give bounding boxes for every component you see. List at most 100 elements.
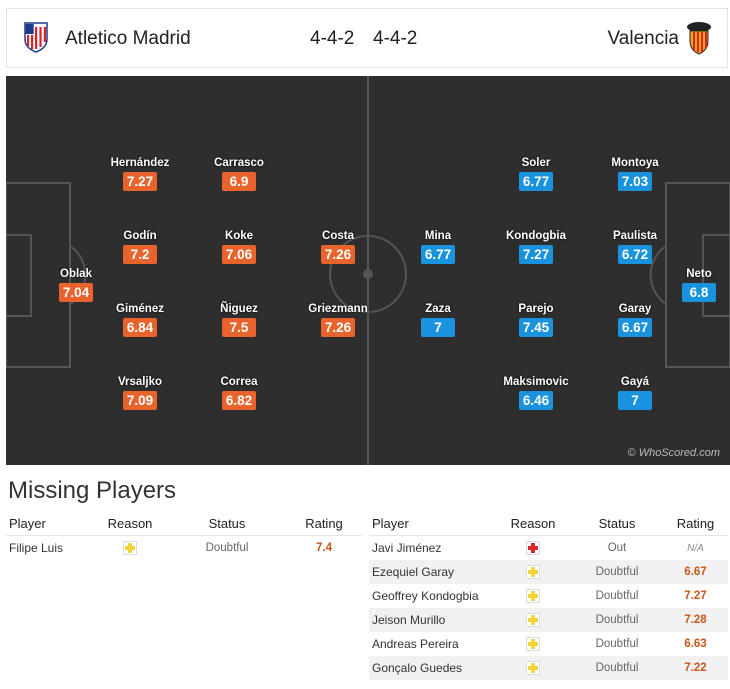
valencia-crest-icon[interactable]	[685, 21, 713, 55]
player-name[interactable]: Kondogbia	[505, 230, 567, 242]
whoscored-credit: © WhoScored.com	[627, 447, 720, 459]
missing-player-name[interactable]: Ezequiel Garay	[372, 565, 455, 579]
player-name[interactable]: Garay	[618, 303, 652, 315]
player-name[interactable]: Maksimovic	[503, 376, 569, 388]
status-header[interactable]: Status	[598, 515, 636, 531]
player-rating: 6.77	[519, 172, 553, 191]
injury-icon[interactable]	[526, 541, 540, 556]
missing-player-name[interactable]: Filipe Luis	[9, 541, 64, 555]
reason-cell	[92, 536, 168, 561]
player-marker[interactable]: Carrasco 6.9	[203, 157, 275, 191]
doubtful-icon[interactable]	[123, 541, 137, 556]
reason-cell	[495, 656, 571, 680]
away-team-name[interactable]: Valencia	[607, 28, 679, 49]
missing-player-name[interactable]: Gonçalo Guedes	[372, 661, 463, 675]
player-rating: 7.45	[519, 318, 553, 337]
player-marker[interactable]: Montoya 7.03	[599, 157, 671, 191]
player-rating: 7.2	[123, 245, 157, 264]
player-rating: 7.26	[321, 245, 355, 264]
player-rating: 6.84	[123, 318, 157, 337]
player-marker[interactable]: Griezmann 7.26	[302, 303, 374, 337]
home-team-name[interactable]: Atletico Madrid	[65, 28, 191, 49]
missing-player-row: Javi Jiménez Out N/A	[369, 536, 728, 561]
player-marker[interactable]: Koke 7.06	[203, 230, 275, 264]
player-rating: 7	[618, 391, 652, 410]
reason-cell	[495, 608, 571, 632]
player-name[interactable]: Griezmann	[308, 303, 368, 315]
player-name[interactable]: Carrasco	[214, 157, 264, 169]
away-formation: 4-4-2	[373, 28, 418, 49]
rating-header[interactable]: Rating	[305, 515, 343, 531]
doubtful-icon[interactable]	[526, 613, 540, 628]
missing-player-name[interactable]: Andreas Pereira	[372, 637, 459, 651]
doubtful-icon[interactable]	[526, 637, 540, 652]
player-name[interactable]: Oblak	[60, 268, 92, 280]
rating-header[interactable]: Rating	[676, 515, 715, 531]
player-name[interactable]: Soler	[521, 157, 551, 169]
player-rating: 7.06	[222, 245, 256, 264]
player-name[interactable]: Montoya	[611, 157, 659, 169]
player-rating: 6.77	[421, 245, 455, 264]
missing-player-name[interactable]: Jeison Murillo	[372, 613, 446, 627]
pitch-markings	[6, 76, 730, 465]
player-name[interactable]: Koke	[224, 230, 254, 242]
player-name[interactable]: Gayá	[620, 376, 650, 388]
player-marker[interactable]: Oblak 7.04	[40, 268, 112, 302]
player-name[interactable]: Giménez	[116, 303, 164, 315]
status-cell: Doubtful	[595, 638, 639, 650]
player-marker[interactable]: Giménez 6.84	[104, 303, 176, 337]
player-marker[interactable]: Kondogbia 7.27	[500, 230, 572, 264]
rating-cell: 6.63	[684, 638, 707, 650]
player-marker[interactable]: Mina 6.77	[402, 230, 474, 264]
status-cell: Doubtful	[595, 590, 639, 602]
player-rating: 6.8	[682, 283, 716, 302]
reason-cell	[495, 536, 571, 561]
player-marker[interactable]: Ñiguez 7.5	[203, 303, 275, 337]
player-name[interactable]: Correa	[220, 376, 258, 388]
missing-player-row: Jeison Murillo Doubtful 7.28	[369, 608, 728, 632]
player-marker[interactable]: Garay 6.67	[599, 303, 671, 337]
player-rating: 7.5	[222, 318, 256, 337]
doubtful-icon[interactable]	[526, 661, 540, 676]
reason-header[interactable]: Reason	[107, 515, 153, 531]
missing-player-name[interactable]: Javi Jiménez	[372, 541, 442, 555]
reason-cell	[495, 632, 571, 656]
atletico-madrid-crest-icon[interactable]	[23, 21, 49, 53]
missing-player-name[interactable]: Geoffrey Kondogbia	[372, 589, 479, 603]
status-cell: Doubtful	[205, 542, 249, 554]
player-name[interactable]: Parejo	[518, 303, 554, 315]
player-marker[interactable]: Godín 7.2	[104, 230, 176, 264]
player-marker[interactable]: Vrsaljko 7.09	[104, 376, 176, 410]
player-marker[interactable]: Soler 6.77	[500, 157, 572, 191]
status-header[interactable]: Status	[208, 515, 246, 531]
player-marker[interactable]: Hernández 7.27	[104, 157, 176, 191]
player-marker[interactable]: Costa 7.26	[302, 230, 374, 264]
player-name[interactable]: Godín	[123, 230, 157, 242]
reason-header[interactable]: Reason	[510, 515, 556, 531]
player-header[interactable]: Player	[9, 515, 46, 531]
player-marker[interactable]: Paulista 6.72	[599, 230, 671, 264]
formation-pitch: Oblak 7.04 Hernández 7.27 Godín 7.2 Giménez 6.8…	[6, 76, 730, 465]
player-rating: 7.04	[59, 283, 93, 302]
player-name[interactable]: Zaza	[425, 303, 451, 315]
player-name[interactable]: Neto	[686, 268, 712, 280]
player-marker[interactable]: Neto 6.8	[663, 268, 730, 302]
player-rating: 7	[421, 318, 455, 337]
doubtful-icon[interactable]	[526, 589, 540, 604]
player-name[interactable]: Hernández	[110, 157, 170, 169]
player-marker[interactable]: Zaza 7	[402, 303, 474, 337]
player-marker[interactable]: Parejo 7.45	[500, 303, 572, 337]
reason-cell	[495, 560, 571, 584]
player-marker[interactable]: Maksimovic 6.46	[500, 376, 572, 410]
player-name[interactable]: Costa	[322, 230, 354, 242]
rating-cell: 6.67	[684, 566, 707, 578]
player-marker[interactable]: Gayá 7	[599, 376, 671, 410]
player-name[interactable]: Mina	[424, 230, 452, 242]
player-name[interactable]: Vrsaljko	[117, 376, 163, 388]
player-marker[interactable]: Correa 6.82	[203, 376, 275, 410]
player-name[interactable]: Ñiguez	[220, 303, 258, 315]
missing-player-row: Gonçalo Guedes Doubtful 7.22	[369, 656, 728, 680]
doubtful-icon[interactable]	[526, 565, 540, 580]
player-name[interactable]: Paulista	[612, 230, 658, 242]
player-header[interactable]: Player	[372, 515, 409, 531]
